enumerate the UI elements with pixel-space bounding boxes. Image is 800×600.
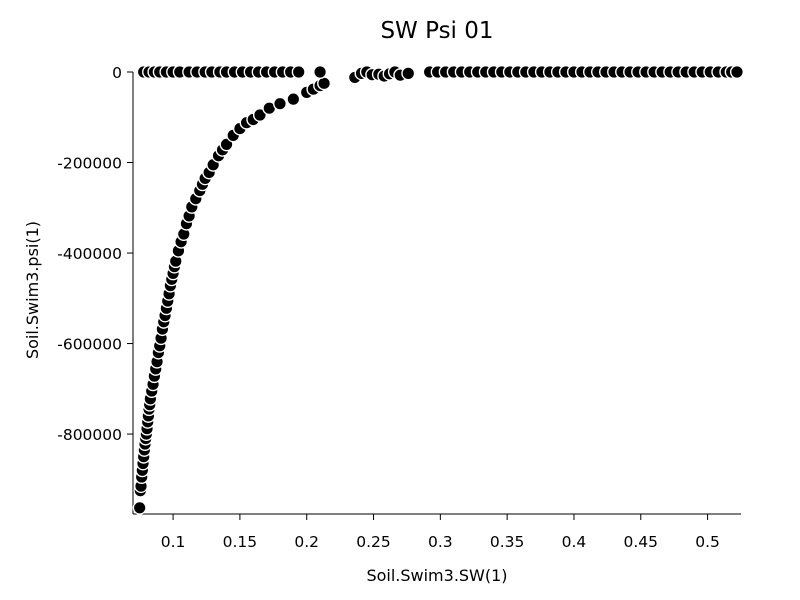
x-tick-label: 0.5: [695, 533, 720, 551]
y-axis-label: Soil.Swim3.psi(1): [23, 221, 42, 359]
data-point: [252, 107, 267, 122]
data-point: [401, 66, 416, 81]
y-tick-label: -800000: [57, 426, 122, 444]
y-tick-label: 0: [112, 64, 122, 82]
x-tick-label: 0.4: [562, 533, 587, 551]
x-tick-label: 0.2: [294, 533, 319, 551]
data-points: [132, 64, 744, 515]
data-point: [286, 92, 301, 107]
data-point: [729, 64, 744, 79]
data-point: [272, 96, 287, 111]
x-tick-label: 0.1: [161, 533, 186, 551]
data-point: [132, 500, 147, 515]
data-point: [291, 64, 306, 79]
x-tick-label: 0.3: [428, 533, 453, 551]
x-axis-label: Soil.Swim3.SW(1): [366, 566, 507, 585]
x-tick-label: 0.25: [356, 533, 391, 551]
y-tick-label: -400000: [57, 245, 122, 263]
x-tick-label: 0.15: [223, 533, 258, 551]
x-tick-label: 0.35: [490, 533, 525, 551]
data-point: [313, 64, 328, 79]
x-axis-ticks: 0.1 0.15 0.2 0.25 0.3 0.35 0.4 0.45 0.5: [161, 514, 720, 551]
y-axis-ticks: 0 -200000 -400000 -600000 -800000: [57, 64, 133, 444]
y-tick-label: -600000: [57, 336, 122, 354]
chart-title: SW Psi 01: [380, 18, 493, 44]
y-tick-label: -200000: [57, 155, 122, 173]
x-tick-label: 0.45: [624, 533, 659, 551]
